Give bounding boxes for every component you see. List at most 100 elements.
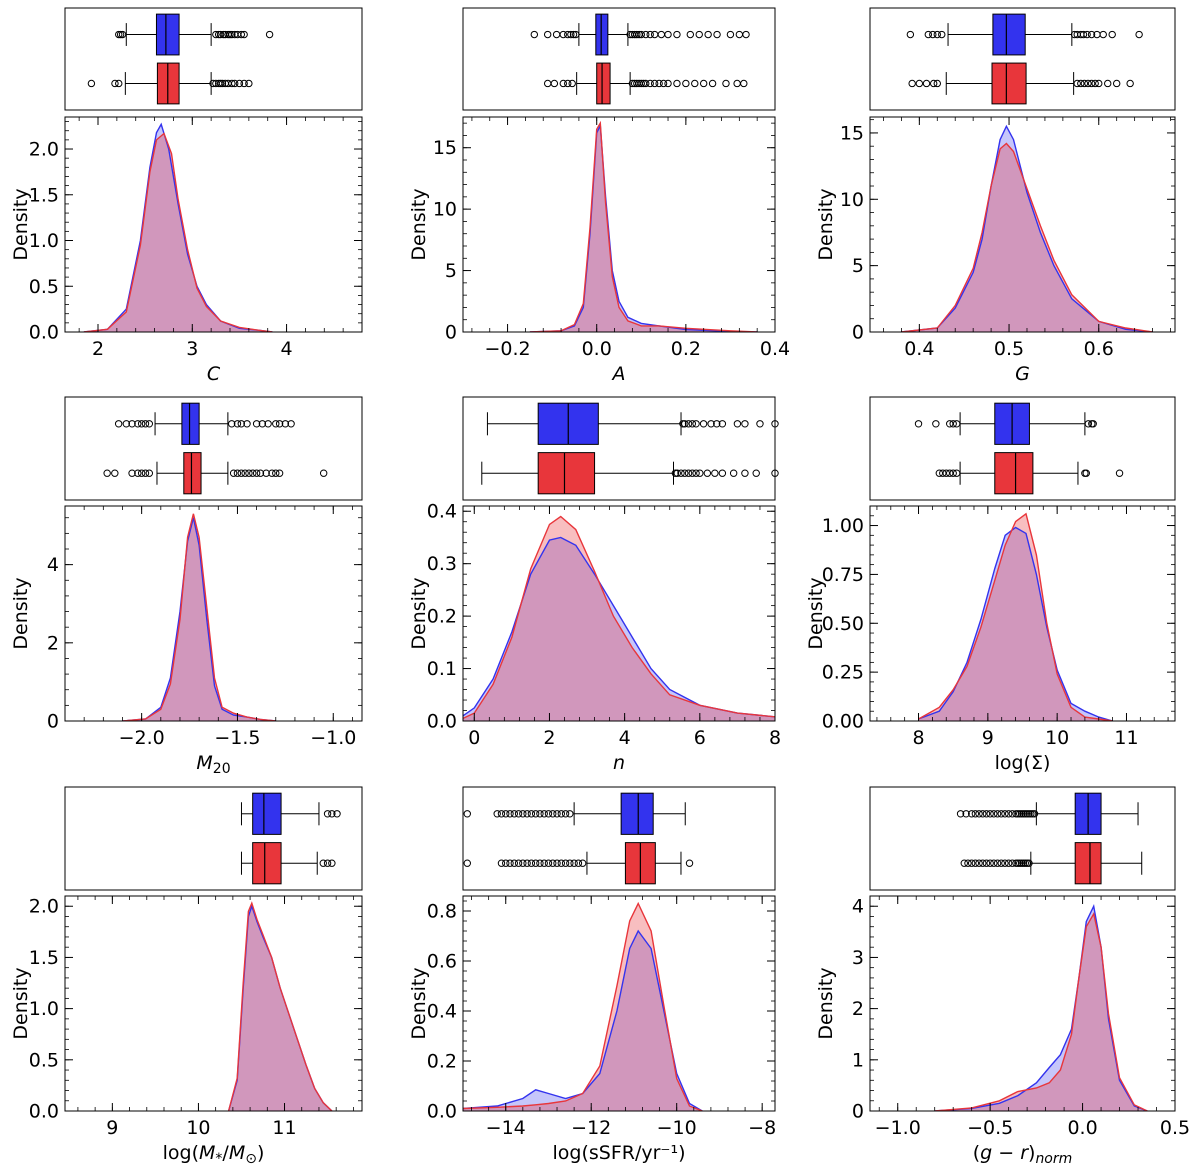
kde-line-red [529, 120, 758, 332]
outlier-point-blue [1087, 30, 1096, 39]
outlier-point-red [128, 469, 136, 477]
outlier-point-red [1115, 469, 1124, 477]
y-tick-label: 2 [47, 632, 59, 654]
outlier-point-red [673, 79, 681, 88]
x-tick-label: 10 [1045, 727, 1069, 749]
outlier-point-blue [993, 810, 1002, 818]
outlier-point-blue [1079, 30, 1088, 39]
outlier-point-red [637, 79, 645, 88]
outlier-point-red [268, 469, 276, 477]
outlier-point-blue [742, 30, 750, 39]
outlier-point-red [949, 469, 957, 477]
kde-line-blue [901, 124, 1153, 332]
outlier-point-blue [237, 420, 245, 428]
x-label-part: * [215, 1151, 222, 1167]
y-tick-label: 0.5 [29, 276, 59, 298]
outlier-point-blue [134, 420, 142, 428]
outlier-point-blue [118, 30, 127, 39]
kde-fill-red [901, 143, 1153, 332]
outlier-point-red [240, 79, 248, 88]
outlier-point-blue [265, 30, 274, 39]
outlier-point-blue [704, 30, 712, 39]
outlier-point-red [1073, 79, 1081, 88]
kde-fill-blue [529, 125, 758, 332]
x-tick-label: −0.5 [967, 1117, 1013, 1139]
outlier-point-red [1004, 859, 1013, 867]
outlier-point-red [319, 859, 327, 867]
outlier-point-blue [566, 810, 574, 818]
x-tick-label: −12 [571, 1117, 611, 1139]
x-axis-label: n [613, 752, 625, 774]
outlier-point-blue [281, 420, 290, 428]
outlier-point-red [574, 859, 583, 867]
outlier-point-blue [657, 30, 666, 39]
x-tick-label: 2 [543, 727, 555, 749]
outlier-point-red [1104, 79, 1112, 88]
outlier-point-red [319, 469, 328, 477]
outlier-point-red [557, 859, 566, 867]
y-tick-label: 3 [852, 947, 864, 969]
kde-line-red [122, 513, 276, 721]
boxplot-frame [869, 396, 1176, 501]
outlier-point-blue [514, 810, 523, 818]
outlier-point-blue [1084, 420, 1093, 428]
x-tick-label: 0.4 [760, 338, 790, 360]
y-axis-label: Density [408, 188, 430, 260]
outlier-point-blue [564, 30, 572, 39]
outlier-point-blue [681, 420, 689, 428]
y-tick-label: 0.2 [427, 606, 457, 628]
kde-fill-red [529, 123, 758, 332]
x-axis-label: C [207, 363, 221, 385]
outlier-point-blue [713, 420, 721, 428]
outlier-point-red [141, 469, 150, 477]
outlier-point-blue [216, 30, 225, 39]
outlier-point-red [684, 469, 693, 477]
box-blue [620, 792, 654, 835]
box-red [994, 452, 1034, 495]
kde-fill-blue [122, 517, 276, 721]
y-tick-label: 0.0 [29, 322, 59, 344]
y-tick-label: 4 [47, 554, 59, 576]
kde-frame [64, 116, 363, 333]
outlier-point-blue [997, 810, 1005, 818]
outlier-point-red [1084, 79, 1092, 88]
outlier-point-red [256, 469, 265, 477]
outlier-point-blue [228, 420, 236, 428]
outlier-point-red [506, 859, 514, 867]
outlier-point-blue [572, 30, 580, 39]
outlier-point-blue [938, 30, 946, 39]
y-tick-label: 0.1 [427, 658, 457, 680]
outlier-point-red [229, 469, 238, 477]
x-label-part: ) [1028, 1142, 1035, 1164]
outlier-point-red [523, 859, 531, 867]
outlier-point-red [111, 79, 119, 88]
x-tick-label: −1.5 [214, 727, 260, 749]
outlier-point-blue [559, 30, 567, 39]
outlier-point-blue [1089, 420, 1097, 428]
outlier-point-red [771, 469, 779, 477]
outlier-point-blue [733, 420, 742, 428]
outlier-point-red [681, 469, 689, 477]
outlier-point-red [964, 859, 972, 867]
outlier-point-red [908, 79, 916, 88]
outlier-point-red [922, 79, 931, 88]
outlier-point-red [249, 469, 257, 477]
outlier-point-red [952, 469, 961, 477]
outlier-point-red [682, 79, 690, 88]
outlier-point-blue [1083, 30, 1091, 39]
outlier-point-blue [952, 420, 961, 428]
outlier-point-red [982, 859, 991, 867]
kde-fill-red [83, 133, 273, 332]
x-tick-label: 0.2 [671, 338, 701, 360]
kde-fill-red [463, 903, 703, 1111]
x-tick-label: −8 [748, 1117, 776, 1139]
y-tick-label: 0.8 [427, 901, 457, 923]
outlier-point-red [233, 469, 242, 477]
x-tick-label: 0 [468, 727, 480, 749]
outlier-point-blue [1030, 810, 1039, 818]
kde-fill-blue [901, 126, 1153, 332]
outlier-point-red [1025, 859, 1033, 867]
outlier-point-blue [1135, 30, 1143, 39]
kde-frame [462, 116, 776, 333]
